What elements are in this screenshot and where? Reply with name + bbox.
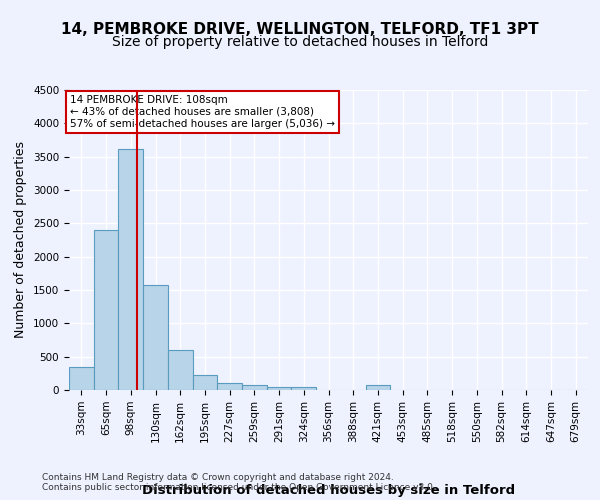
Bar xyxy=(217,382,242,390)
Text: Contains HM Land Registry data © Crown copyright and database right 2024.: Contains HM Land Registry data © Crown c… xyxy=(42,472,394,482)
Text: 14 PEMBROKE DRIVE: 108sqm
← 43% of detached houses are smaller (3,808)
57% of se: 14 PEMBROKE DRIVE: 108sqm ← 43% of detac… xyxy=(70,96,335,128)
Text: Contains public sector information licensed under the Open Government Licence v3: Contains public sector information licen… xyxy=(42,484,436,492)
X-axis label: Distribution of detached houses by size in Telford: Distribution of detached houses by size … xyxy=(142,484,515,496)
Bar xyxy=(118,150,143,390)
Bar xyxy=(94,230,118,390)
Bar xyxy=(143,284,168,390)
Bar xyxy=(69,366,94,390)
Bar xyxy=(292,386,316,390)
Bar xyxy=(193,374,217,390)
Bar xyxy=(168,350,193,390)
Text: 14, PEMBROKE DRIVE, WELLINGTON, TELFORD, TF1 3PT: 14, PEMBROKE DRIVE, WELLINGTON, TELFORD,… xyxy=(61,22,539,38)
Bar xyxy=(242,384,267,390)
Y-axis label: Number of detached properties: Number of detached properties xyxy=(14,142,28,338)
Bar xyxy=(365,386,390,390)
Text: Size of property relative to detached houses in Telford: Size of property relative to detached ho… xyxy=(112,35,488,49)
Bar xyxy=(267,386,292,390)
